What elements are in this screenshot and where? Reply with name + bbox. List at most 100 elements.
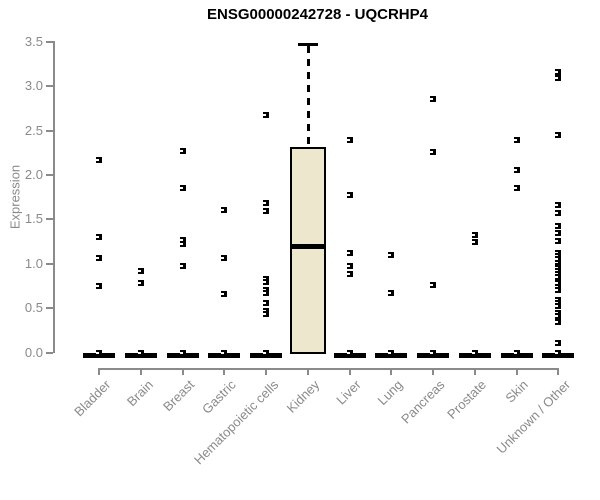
data-point [263, 311, 270, 318]
data-point-notch [513, 351, 517, 354]
data-point [96, 349, 103, 356]
data-point-notch [555, 212, 559, 215]
data-point [555, 202, 562, 209]
data-point-notch [96, 256, 100, 259]
data-point-notch [555, 341, 559, 344]
data-point [221, 206, 228, 213]
x-tick-label-text: Gastric [199, 377, 240, 417]
x-axis-tick [348, 368, 351, 375]
data-point [555, 283, 562, 290]
data-point [221, 349, 228, 356]
data-point-notch [263, 281, 267, 284]
data-point-notch [555, 305, 559, 308]
data-point-notch [555, 258, 559, 261]
data-point-notch [346, 351, 350, 354]
data-point [179, 236, 186, 243]
data-point [555, 303, 562, 310]
data-point-notch [555, 285, 559, 288]
x-tick-label-text: Lung [374, 377, 407, 409]
data-point [430, 95, 437, 102]
data-point-notch [346, 265, 350, 268]
data-point-notch [179, 351, 183, 354]
x-tick-label-text: Unknown / Other [493, 377, 573, 457]
data-point [388, 349, 395, 356]
y-tick-label: 3.0 [24, 78, 43, 94]
data-point [179, 185, 186, 192]
data-point-notch [388, 292, 392, 295]
y-tick-label: 1.0 [24, 255, 43, 271]
data-point [555, 339, 562, 346]
data-point-notch [96, 236, 100, 239]
data-point [555, 274, 562, 281]
data-point [555, 210, 562, 217]
data-point [179, 349, 186, 356]
y-tick-label: 2.0 [24, 167, 43, 183]
y-axis-tick [46, 218, 53, 221]
data-point-notch [179, 150, 183, 153]
data-point [388, 290, 395, 297]
data-point [555, 69, 562, 76]
data-point [263, 290, 270, 297]
data-point-notch [555, 224, 559, 227]
data-point-notch [179, 243, 183, 246]
data-point-notch [96, 159, 100, 162]
data-point [263, 299, 270, 306]
data-point [96, 282, 103, 289]
data-point [263, 199, 270, 206]
data-point-notch [513, 168, 517, 171]
data-point [430, 282, 437, 289]
data-point [346, 250, 353, 257]
y-axis-tick [46, 351, 53, 354]
x-axis-tick [265, 368, 268, 375]
box-median-line [289, 244, 326, 250]
data-point-notch [96, 351, 100, 354]
data-point-notch [555, 77, 559, 80]
data-point [96, 234, 103, 241]
y-tick-label: 3.5 [24, 34, 43, 50]
data-point [555, 252, 562, 259]
data-point-notch [388, 253, 392, 256]
x-axis-tick [98, 368, 101, 375]
data-point [555, 299, 562, 306]
data-point-notch [555, 315, 559, 318]
y-axis-tick [46, 307, 53, 310]
data-point [555, 222, 562, 229]
x-axis-tick [306, 368, 309, 375]
data-point [263, 349, 270, 356]
data-point [513, 185, 520, 192]
data-point [263, 307, 270, 314]
data-point-notch [430, 284, 434, 287]
y-axis-tick [46, 129, 53, 132]
data-point-notch [555, 239, 559, 242]
data-point-notch [138, 269, 142, 272]
data-point [179, 263, 186, 270]
data-point-notch [263, 292, 267, 295]
data-point [471, 349, 478, 356]
data-point [471, 231, 478, 238]
data-point-notch [430, 351, 434, 354]
data-point-notch [346, 272, 350, 275]
data-point-notch [430, 151, 434, 154]
x-axis-line [98, 368, 560, 370]
x-axis-tick [140, 368, 143, 375]
data-point-notch [263, 113, 267, 116]
data-point-notch [263, 351, 267, 354]
x-tick-label-text: Brain [123, 377, 156, 410]
y-axis-tick [46, 41, 53, 44]
data-point-notch [263, 209, 267, 212]
data-point-notch [179, 238, 183, 241]
data-point [555, 132, 562, 139]
data-point-notch [555, 269, 559, 272]
data-point-notch [346, 193, 350, 196]
data-point-notch [221, 208, 225, 211]
data-point-notch [555, 351, 559, 354]
y-axis-tick [46, 174, 53, 177]
whisker-line [306, 45, 310, 147]
data-point [555, 237, 562, 244]
data-point [179, 241, 186, 248]
x-axis-tick [473, 368, 476, 375]
data-point [346, 270, 353, 277]
data-point [138, 267, 145, 274]
data-point [263, 111, 270, 118]
data-point-notch [263, 201, 267, 204]
